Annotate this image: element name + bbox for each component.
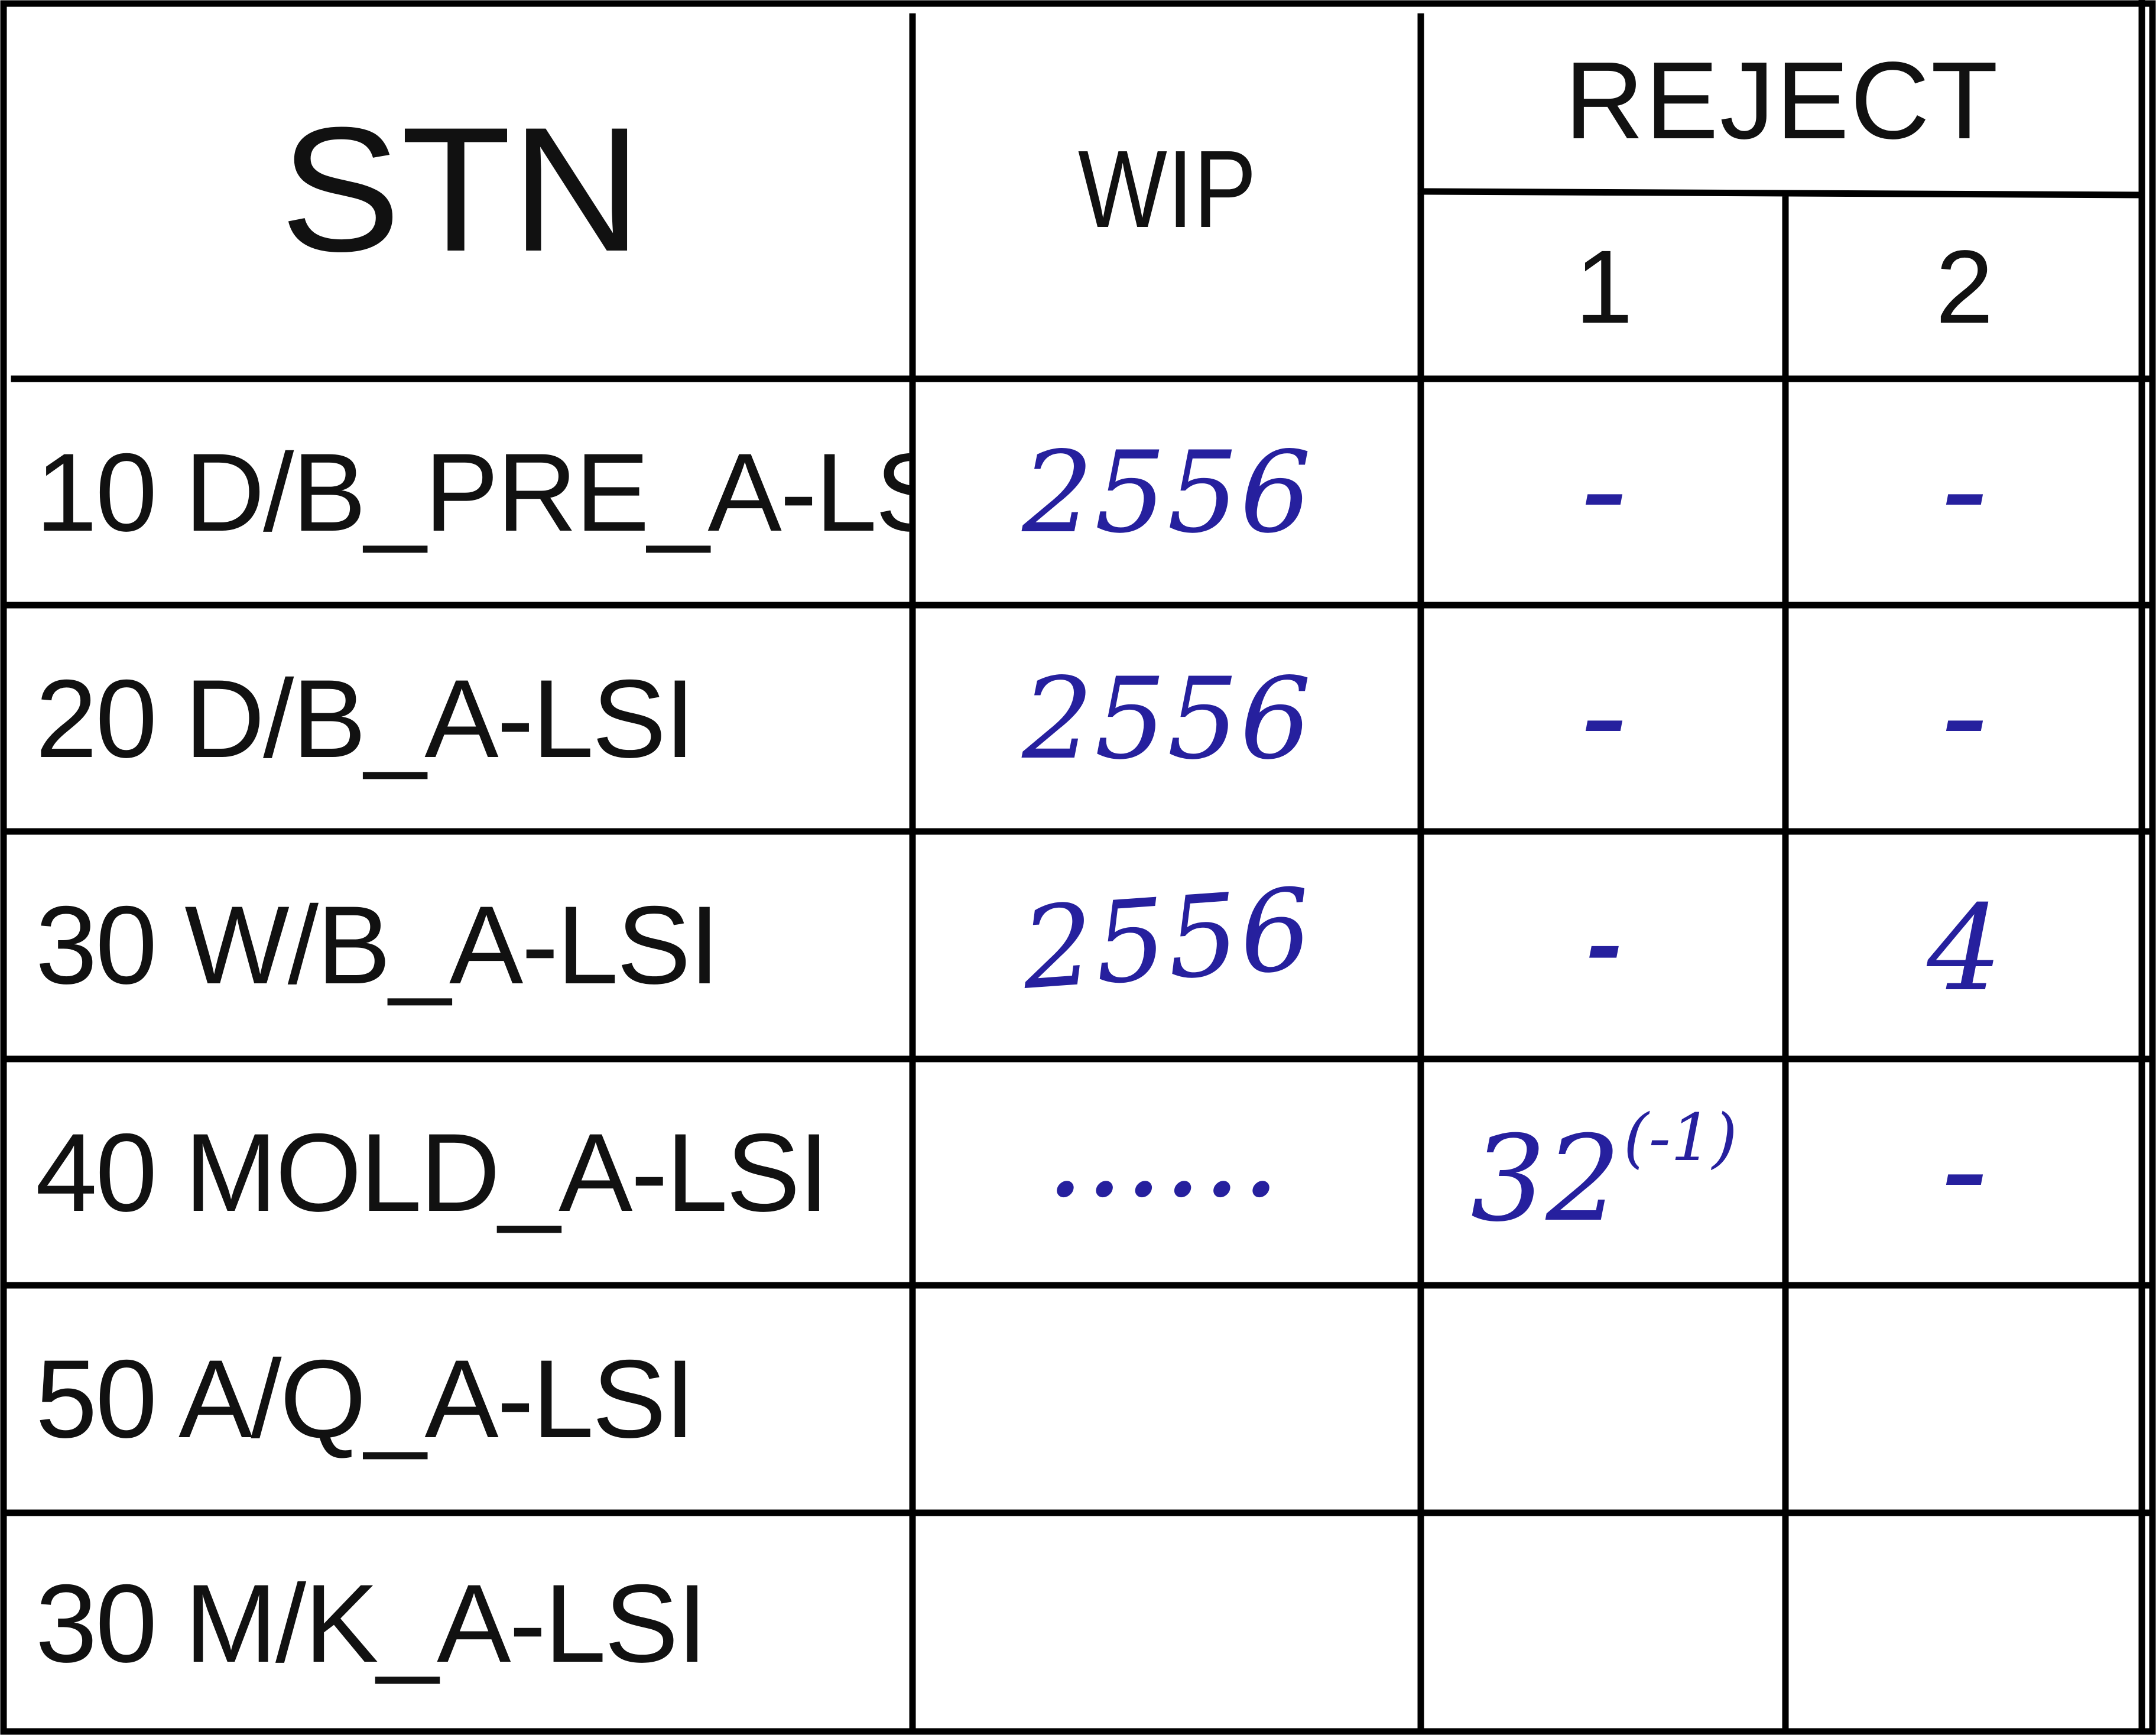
stn-label: 40 MOLD_A-LSI [35, 1110, 829, 1234]
reject-2-value [1789, 1516, 2140, 1730]
reject-1-correction: (-1) [1623, 1100, 1738, 1175]
header-reject: REJECT [1564, 39, 1999, 162]
reject-1-value [1424, 1516, 1784, 1730]
reject-2-value: – [1942, 667, 1987, 771]
reject-1-value: - [1585, 893, 1623, 997]
header-wip: WIP [1077, 128, 1257, 251]
header-reject-1: 1 [1575, 229, 1633, 345]
wip-value: ...... [1050, 1113, 1285, 1217]
wip-value [916, 1289, 1418, 1508]
reject-1-value: 32 (-1) [1424, 1070, 1784, 1288]
wip-value [916, 1516, 1418, 1730]
reject-1-value: – [1582, 440, 1626, 544]
reject-1-number: 32 [1470, 1110, 1621, 1248]
header-stn: STN [280, 90, 642, 288]
stn-label: 30 M/K_A-LSI [35, 1561, 707, 1685]
header-reject-2: 2 [1936, 229, 1993, 345]
reject-1-value [1424, 1289, 1784, 1508]
stn-label: 10 D/B_PRE_A-LSI [35, 430, 910, 554]
wip-value: 2556 [1022, 653, 1313, 784]
stn-label: 30 W/B_A-LSI [35, 883, 720, 1007]
wip-value: 2556 [1022, 427, 1313, 558]
reject-1-value: – [1582, 667, 1626, 771]
reject-2-value: 4 [1927, 879, 2002, 1018]
stn-label: 20 D/B_A-LSI [35, 657, 695, 781]
reject-2-value: – [1942, 1120, 1987, 1224]
wip-value: 2556 [1018, 863, 1317, 1015]
reject-2-value: – [1942, 440, 1987, 544]
stn-label: 50 A/Q_A-LSI [35, 1337, 696, 1461]
reject-2-value [1789, 1289, 2140, 1508]
